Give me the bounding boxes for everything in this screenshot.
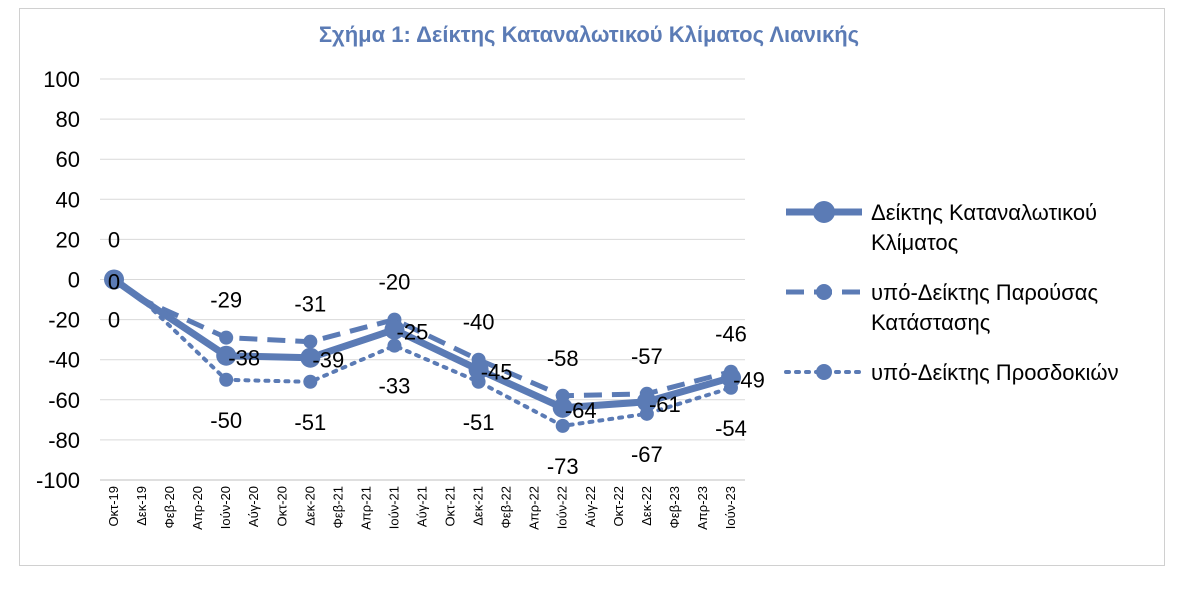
marker-solid-δεκ-22 [636, 391, 657, 412]
x-tick-label-2: Φεβ-20 [162, 486, 177, 528]
y-tick-label-20: 20 [56, 227, 80, 252]
gridlines [100, 78, 745, 481]
data-label-dashed-δεκ-20: -31 [294, 292, 326, 317]
data-label-dashed-δεκ-21: -40 [463, 310, 495, 335]
legend-marker-dotted [816, 364, 832, 380]
data-label-dashed-ιούν-20: -29 [210, 288, 242, 313]
x-tick-label-10: Ιούν-21 [386, 486, 401, 529]
marker-dashed-ιούν-20 [219, 330, 234, 345]
x-tick-label-4: Ιούν-20 [218, 486, 233, 529]
data-label-solid-ιούν-23: -49 [733, 368, 765, 393]
marker-solid-δεκ-20 [300, 347, 321, 368]
data-label-solid-δεκ-20: -39 [312, 348, 344, 373]
x-tick-label-22: Ιούν-23 [723, 486, 738, 529]
y-tick-label-80: 80 [56, 107, 80, 132]
marker-solid-ιούν-20 [216, 345, 237, 366]
x-tick-label-21: Απρ-23 [695, 486, 710, 530]
x-axis-ticks: Οκτ-19 Δεκ-19 Φεβ-20 Απρ-20 Ιούν-20 Αύγ-20 Οκτ… [106, 486, 738, 530]
marker-solid-δεκ-21 [468, 359, 489, 380]
marker-dashed-δεκ-20 [303, 334, 318, 349]
x-tick-label-14: Φεβ-22 [499, 486, 514, 528]
marker-solid-ιούν-23 [720, 367, 741, 388]
y-tick-label-40: 40 [56, 187, 80, 212]
y-tick-label--20: -20 [48, 308, 80, 333]
x-tick-label-11: Αύγ-21 [415, 486, 430, 527]
x-tick-label-16: Ιούν-22 [555, 486, 570, 529]
data-label-solid-οκτ-19: 0 [108, 270, 120, 295]
x-tick-label-17: Αύγ-22 [583, 486, 598, 527]
legend-marker-dashed [816, 284, 832, 300]
data-label-solid-δεκ-22: -61 [649, 392, 681, 417]
y-tick-label--80: -80 [48, 428, 80, 453]
legend-marker-solid [813, 201, 835, 223]
data-label-dashed-ιούν-22: -58 [547, 346, 579, 371]
data-label-dashed-ιούν-21: -20 [379, 270, 411, 295]
x-tick-label-20: Φεβ-23 [667, 486, 682, 528]
y-tick-label-0: 0 [68, 268, 80, 293]
data-label-dotted-οκτ-19: 0 [108, 308, 120, 333]
x-tick-label-13: Δεκ-21 [471, 486, 486, 526]
x-tick-label-8: Φεβ-21 [330, 486, 345, 528]
data-label-solid-δεκ-21: -45 [481, 360, 513, 385]
y-tick-label-60: 60 [56, 147, 80, 172]
marker-dotted-ιούν-22 [555, 418, 570, 433]
x-tick-label-7: Δεκ-20 [302, 486, 317, 526]
chart-title: Σχήμα 1: Δείκτης Καταναλωτικού Κλίματος … [318, 22, 860, 47]
data-label-dotted-δεκ-20: -51 [294, 410, 326, 435]
series-line-dashed [112, 277, 732, 399]
chart-frame [19, 8, 1165, 566]
data-label-dotted-δεκ-22: -67 [631, 442, 663, 467]
legend: Δείκτης Καταναλωτικού Κλίματος υπό-Δείκτης… [784, 200, 1119, 385]
marker-solid-ιούν-22 [552, 397, 573, 418]
x-tick-label-19: Δεκ-22 [639, 486, 654, 526]
data-label-dotted-ιούν-23: -54 [715, 416, 747, 441]
marker-solid-ιούν-21 [384, 319, 405, 340]
marker-solid-οκτ-19 [104, 269, 125, 290]
data-labels: 0 -38 -39 -25 -45 -64 -61 -49 0 -29 -31 -20 -40 -58 -5… [108, 228, 765, 479]
series-markers [104, 269, 741, 433]
legend-label-dotted-0: υπό-Δείκτης Προσδοκιών [871, 360, 1119, 385]
data-label-dashed-οκτ-19: 0 [108, 228, 120, 253]
x-tick-label-12: Οκτ-21 [443, 486, 458, 527]
marker-dotted-ιούν-21 [387, 338, 402, 353]
y-tick-label--100: -100 [36, 468, 80, 493]
legend-label-solid-0: Δείκτης Καταναλωτικού [871, 200, 1097, 225]
y-tick-label--40: -40 [48, 348, 80, 373]
y-axis-ticks: 100 80 60 40 20 0 -20 -40 -60 -80 -100 [36, 67, 80, 493]
series-line-dotted [112, 277, 733, 428]
x-tick-label-9: Απρ-21 [358, 486, 373, 530]
legend-label-dashed-1: Κατάστασης [871, 310, 990, 335]
data-label-dashed-δεκ-22: -57 [631, 344, 663, 369]
data-label-dotted-ιούν-20: -50 [210, 408, 242, 433]
data-label-dotted-ιούν-21: -33 [379, 374, 411, 399]
data-label-solid-ιούν-20: -38 [228, 346, 260, 371]
legend-label-dashed-0: υπό-Δείκτης Παρούσας [871, 280, 1098, 305]
x-tick-label-15: Απρ-22 [527, 486, 542, 530]
x-tick-label-5: Αύγ-20 [246, 486, 261, 527]
data-label-solid-ιούν-22: -64 [565, 398, 597, 423]
data-label-dotted-ιούν-22: -73 [547, 454, 579, 479]
x-tick-label-18: Οκτ-22 [611, 486, 626, 527]
marker-dotted-ιούν-20 [219, 372, 234, 387]
x-tick-label-6: Οκτ-20 [274, 486, 289, 527]
data-label-solid-ιούν-21: -25 [397, 320, 429, 345]
legend-label-solid-1: Κλίματος [871, 230, 958, 255]
x-tick-label-1: Δεκ-19 [134, 486, 149, 526]
data-label-dotted-δεκ-21: -51 [463, 410, 495, 435]
y-tick-label-100: 100 [43, 67, 80, 92]
x-tick-label-0: Οκτ-19 [106, 486, 121, 527]
data-label-dashed-ιούν-23: -46 [715, 322, 747, 347]
marker-dotted-δεκ-20 [303, 374, 318, 389]
y-tick-label--60: -60 [48, 388, 80, 413]
x-tick-label-3: Απρ-20 [190, 486, 205, 530]
